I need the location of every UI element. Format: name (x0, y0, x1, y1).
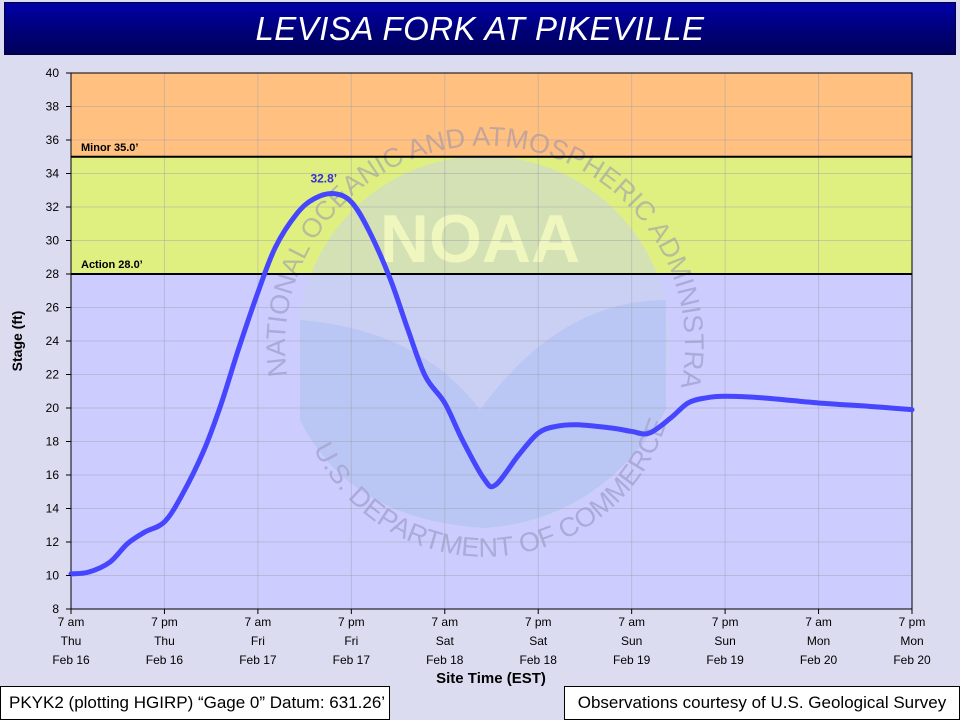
threshold-label-minor: Minor 35.0’ (81, 142, 138, 154)
x-tick-label: Feb 16 (52, 653, 90, 667)
x-tick-label: Sat (436, 634, 455, 648)
x-tick-label: Feb 19 (613, 653, 651, 667)
x-tick-label: 7 pm (151, 615, 178, 629)
x-tick-label: 7 am (245, 615, 272, 629)
y-tick-label: 10 (46, 569, 60, 583)
noaa-logo-bird-icon (300, 300, 666, 528)
y-tick-label: 36 (46, 133, 60, 147)
threshold-lines: Minor 35.0’ Action 28.0’ (71, 142, 912, 275)
x-tick-label: Thu (154, 634, 175, 648)
y-tick-label: 26 (46, 301, 60, 315)
datum-text: PKYK2 (plotting HGIRP) “Gage 0” Datum: 6… (9, 693, 386, 712)
x-tick-label: Mon (807, 634, 830, 648)
y-tick-label: 34 (46, 167, 60, 181)
x-tick-label: 7 pm (899, 615, 926, 629)
x-tick-label: 7 am (805, 615, 832, 629)
y-tick-label: 14 (46, 502, 60, 516)
y-tick-label: 12 (46, 535, 60, 549)
x-tick-label: Sun (621, 634, 642, 648)
y-tick-label: 8 (52, 602, 59, 616)
y-tick-label: 16 (46, 468, 60, 482)
y-axis: 8 10 12 14 16 18 20 22 24 26 28 30 32 34 36 38 40 (46, 66, 71, 616)
y-tick-label: 32 (46, 200, 60, 214)
y-tick-label: 22 (46, 368, 60, 382)
x-tick-label: 7 am (58, 615, 85, 629)
x-tick-label: Mon (900, 634, 923, 648)
x-tick-label: 7 pm (712, 615, 739, 629)
x-tick-label: Feb 17 (333, 653, 371, 667)
x-tick-label: 7 pm (338, 615, 365, 629)
y-tick-label: 30 (46, 234, 60, 248)
y-tick-label: 38 (46, 100, 60, 114)
source-text: Observations courtesy of U.S. Geological… (577, 693, 947, 712)
y-tick-label: 28 (46, 267, 60, 281)
threshold-label-action: Action 28.0’ (81, 259, 143, 271)
x-axis: 7 am Thu Feb 16 7 pm Thu Feb 16 7 am Fri Feb 17 7… (52, 609, 931, 667)
y-tick-label: 20 (46, 401, 60, 415)
x-tick-label: Sun (714, 634, 735, 648)
x-tick-label: Fri (251, 634, 265, 648)
peak-label: 32.8’ (310, 172, 337, 186)
x-tick-label: 7 am (618, 615, 645, 629)
datum-footer: PKYK2 (plotting HGIRP) “Gage 0” Datum: 6… (0, 686, 390, 720)
hydrograph-chart: NOAA NATIONAL OCEANIC AND ATMOSPHERIC AD… (0, 0, 932, 686)
x-tick-label: Feb 18 (520, 653, 558, 667)
x-tick-label: Sat (529, 634, 548, 648)
y-tick-label: 40 (46, 66, 60, 80)
y-tick-label: 18 (46, 435, 60, 449)
series-line: 32.8’ (68, 172, 915, 577)
x-tick-label: Feb 20 (800, 653, 838, 667)
x-tick-label: Thu (61, 634, 82, 648)
source-footer: Observations courtesy of U.S. Geological… (564, 686, 960, 720)
x-axis-label: Site Time (EST) (436, 670, 546, 686)
x-tick-label: 7 am (431, 615, 458, 629)
y-axis-label: Stage (ft) (9, 311, 25, 372)
x-tick-label: Feb 17 (239, 653, 277, 667)
x-tick-label: Feb 20 (893, 653, 931, 667)
x-tick-label: Feb 18 (426, 653, 464, 667)
minor-band (71, 73, 912, 157)
x-tick-label: 7 pm (525, 615, 552, 629)
chart-title: LEVISA FORK AT PIKEVILLE (255, 9, 705, 47)
title-bar: LEVISA FORK AT PIKEVILLE (4, 2, 956, 55)
y-tick-label: 24 (46, 334, 60, 348)
noaa-logo-text: NOAA (380, 201, 580, 277)
x-tick-label: Feb 16 (146, 653, 184, 667)
x-tick-label: Feb 19 (706, 653, 744, 667)
x-tick-label: Fri (344, 634, 358, 648)
stage-line (68, 191, 915, 577)
